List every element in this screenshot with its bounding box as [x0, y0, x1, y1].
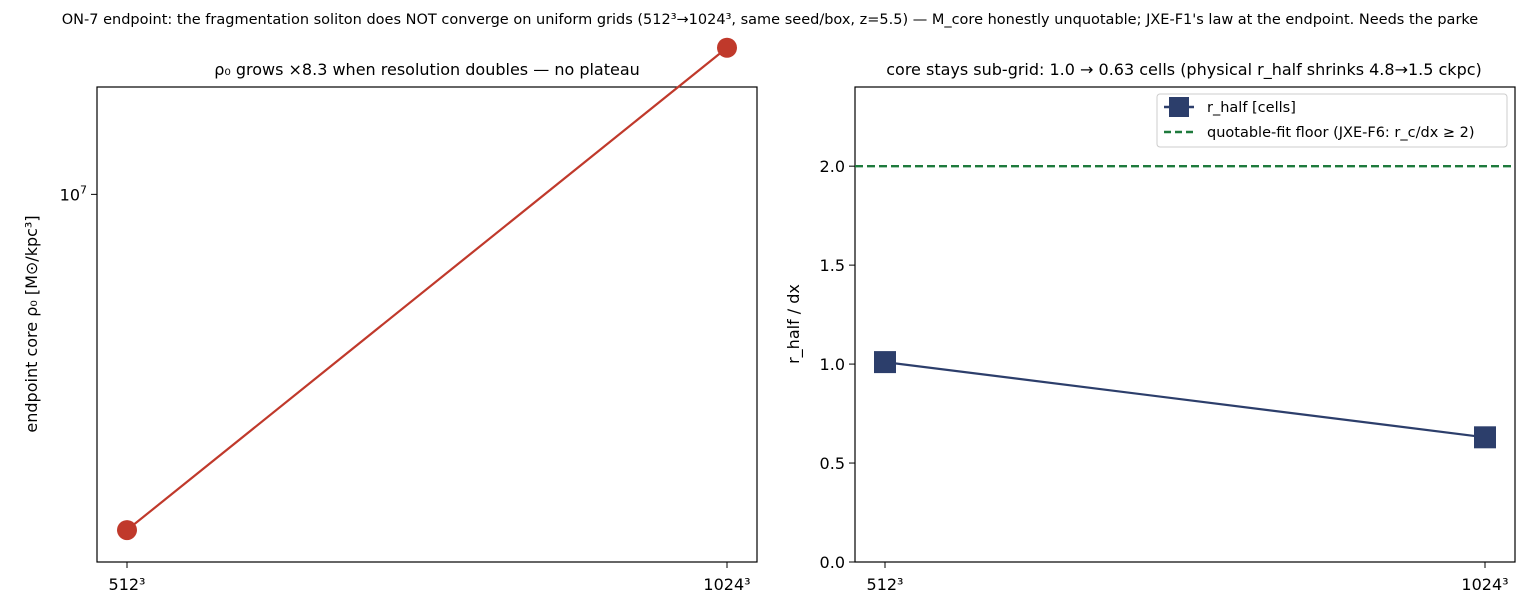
y-tick-label: 0.5 — [820, 454, 845, 473]
y-tick-label: 1.0 — [820, 355, 845, 374]
chart-left-ylabel: endpoint core ρ₀ [M⊙/kpc³] — [22, 215, 41, 432]
data-point — [117, 520, 137, 541]
chart-right-title: core stays sub-grid: 1.0 → 0.63 cells (p… — [886, 60, 1482, 80]
y-tick-label: 0.0 — [820, 553, 845, 572]
x-tick-label: 1024³ — [703, 575, 750, 594]
legend-series-marker — [1169, 97, 1189, 117]
chart-left-title: ρ₀ grows ×8.3 when resolution doubles — … — [214, 60, 640, 79]
figure-suptitle: ON-7 endpoint: the fragmentation soliton… — [62, 12, 1479, 28]
chart-right: core stays sub-grid: 1.0 → 0.63 cells (p… — [784, 60, 1516, 594]
chart-right-legend: r_half [cells] quotable-fit floor (JXE-F… — [1156, 93, 1508, 148]
series-line — [884, 361, 1486, 439]
x-tick-label: 1024³ — [1461, 575, 1508, 594]
chart-left: ρ₀ grows ×8.3 when resolution doubles — … — [22, 37, 758, 594]
chart-right-series — [874, 351, 1496, 449]
legend-reference-label: quotable-fit floor (JXE-F6: r_c/dx ≥ 2) — [1207, 125, 1475, 141]
chart-left-yticks: 107 — [60, 183, 97, 204]
x-tick-label: 512³ — [867, 575, 904, 594]
chart-left-xticks: 512³ 1024³ — [109, 562, 751, 594]
x-tick-label: 512³ — [109, 575, 146, 594]
chart-left-series — [117, 37, 737, 541]
legend-frame — [1156, 93, 1508, 148]
data-point — [717, 37, 737, 58]
chart-left-axes-frame — [96, 86, 758, 563]
y-tick-label: 107 — [60, 183, 87, 204]
chart-right-xticks: 512³ 1024³ — [867, 562, 1509, 594]
chart-right-ylabel: r_half / dx — [784, 284, 804, 364]
legend-series-label: r_half [cells] — [1207, 100, 1296, 116]
chart-right-axes-frame — [854, 86, 1516, 563]
y-tick-label: 2.0 — [820, 157, 845, 176]
series-line — [126, 46, 728, 531]
y-tick-label: 1.5 — [820, 256, 845, 275]
data-point — [1474, 426, 1496, 449]
data-point — [874, 351, 896, 374]
chart-right-yticks: 0.0 0.5 1.0 1.5 2.0 — [820, 157, 855, 572]
